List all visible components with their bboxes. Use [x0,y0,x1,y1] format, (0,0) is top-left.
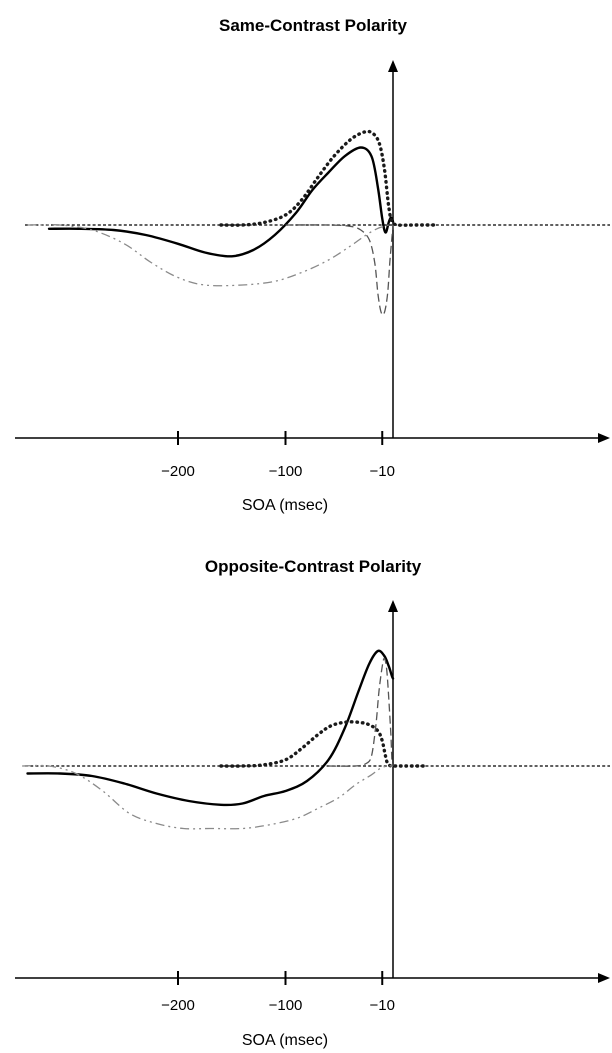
x-ticks: −200 −100 −10 [161,431,395,480]
y-axis-arrowhead [388,600,398,612]
x-tick-label: −100 [269,997,303,1014]
x-tick-label: −200 [161,463,195,480]
series-line-solid [47,146,395,258]
y-axis-arrowhead [388,60,398,72]
series-line-dash-dot [22,764,394,830]
series-layer [22,649,427,830]
series-line-dash-dot [27,223,394,287]
x-tick-label: −10 [370,997,395,1014]
x-axis-arrowhead [598,433,610,443]
chart-opposite-contrast: Opposite-Contrast Polarity −200 −100 −10 S… [15,557,610,1049]
x-axis-arrowhead [598,973,610,983]
x-tick-label: −200 [161,997,195,1014]
x-tick-label: −10 [370,463,395,480]
axes [15,60,610,443]
x-ticks: −200 −100 −10 [161,971,395,1014]
chart-title: Same-Contrast Polarity [219,16,408,35]
series-line-dotted [219,129,438,227]
x-axis-label: SOA (msec) [242,497,328,514]
x-tick-label: −100 [269,463,303,480]
series-line-solid [26,649,395,807]
series-line-dotted [219,720,427,768]
axes [15,600,610,983]
series-line-dashed [285,224,394,316]
series-layer [27,129,438,316]
chart-same-contrast: Same-Contrast Polarity −200 −100 −10 SOA (… [15,16,610,514]
chart-title: Opposite-Contrast Polarity [205,557,422,576]
series-line-dashed [328,657,394,767]
x-axis-label: SOA (msec) [242,1032,328,1049]
